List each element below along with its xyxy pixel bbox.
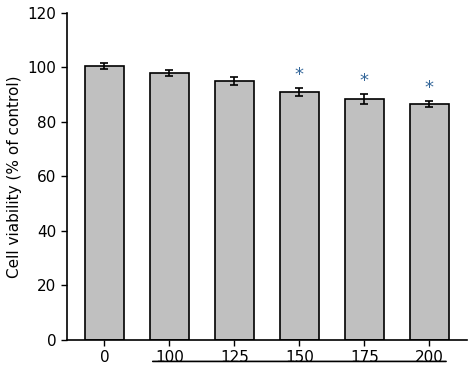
Text: *: * (360, 72, 369, 90)
Bar (280, 92, 319, 340)
Bar (150, 73, 189, 340)
Bar (345, 99, 384, 340)
Bar (410, 104, 449, 340)
Y-axis label: Cell viability (% of control): Cell viability (% of control) (7, 75, 22, 278)
Text: *: * (425, 79, 434, 97)
Bar (215, 81, 254, 340)
Text: *: * (295, 66, 304, 84)
Bar (85, 66, 124, 340)
